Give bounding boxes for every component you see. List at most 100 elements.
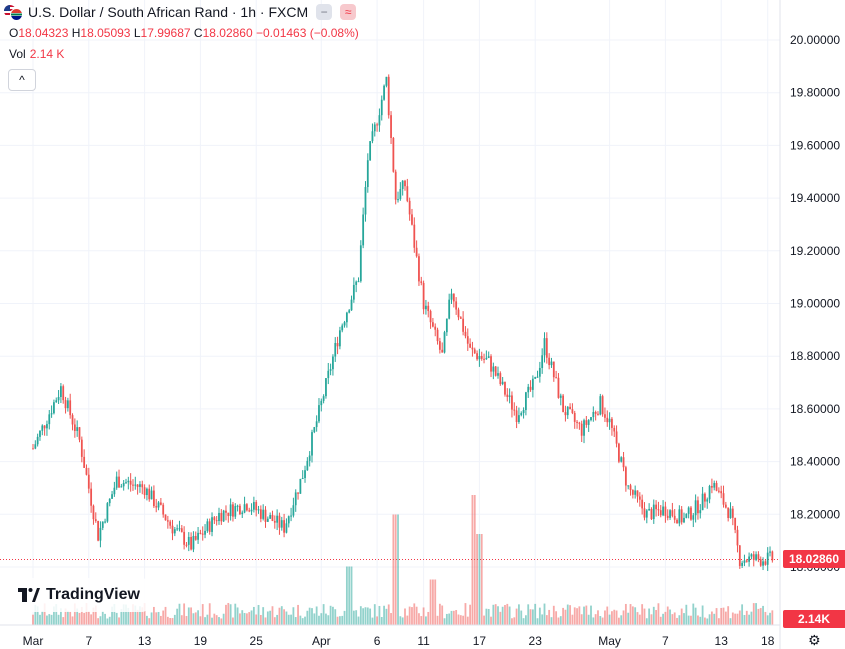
candle-body <box>462 318 465 332</box>
candle-body <box>171 525 174 534</box>
volume-bar <box>527 604 530 625</box>
volume-bar <box>443 618 446 625</box>
candle-body <box>622 457 625 468</box>
volume-bar <box>592 617 595 625</box>
volume-bar <box>606 606 609 625</box>
volume-bar <box>259 614 262 625</box>
candle-body <box>497 373 499 376</box>
volume-bar <box>404 608 406 625</box>
candle-body <box>536 376 539 378</box>
candle-body <box>527 386 530 393</box>
candle-body <box>264 509 267 522</box>
volume-bar <box>711 611 713 625</box>
volume-bar <box>83 612 86 625</box>
price-axis[interactable]: 20.00000 19.80000 19.60000 19.40000 19.20000… <box>790 33 840 574</box>
candle-body <box>420 281 423 283</box>
candle-body <box>246 504 248 511</box>
volume-bar <box>420 616 423 625</box>
volume-bar <box>585 605 588 625</box>
candle-body <box>459 317 462 319</box>
candle-body <box>336 342 339 347</box>
candle-body <box>494 366 497 376</box>
volume-bar <box>555 611 558 625</box>
volume-bar <box>459 615 462 625</box>
volume-bar <box>222 613 225 625</box>
candle-body <box>364 187 367 215</box>
symbol-title[interactable]: U.S. Dollar / South African Rand · 1h · … <box>28 4 309 20</box>
volume-bar <box>406 615 409 625</box>
candle-body <box>350 299 353 311</box>
time-tick-label: 7 <box>85 634 92 648</box>
candle-body <box>692 515 695 520</box>
settings-gear-icon[interactable]: ⚙ <box>808 632 821 648</box>
volume-bar <box>357 616 360 625</box>
volume-bar <box>715 608 718 625</box>
volume-bar <box>62 617 65 625</box>
ohlc-readout: O18.04323 H18.05093 L17.99687 C18.02860 … <box>9 26 359 40</box>
candle-body <box>313 427 316 433</box>
candle-body <box>408 200 411 215</box>
collapse-legend-button[interactable]: ^ <box>8 69 36 91</box>
volume-bar <box>513 617 516 625</box>
candle-body <box>722 493 725 505</box>
volume-bar <box>80 606 83 625</box>
time-axis[interactable]: Mar 7 13 19 25 Apr 6 11 17 23 May 7 13 18 <box>0 0 781 649</box>
volume-bar <box>518 604 520 625</box>
candle-body <box>327 370 330 379</box>
candle-body <box>99 527 102 541</box>
volume-bar <box>611 611 613 625</box>
candle-body <box>252 502 255 510</box>
minus-icon[interactable]: − <box>316 4 333 20</box>
candle-body <box>278 515 281 528</box>
candle-body <box>378 115 381 126</box>
volume-bar <box>643 608 646 625</box>
volume-bar <box>90 614 93 625</box>
volume-bar <box>680 608 683 625</box>
candle-body <box>520 413 523 416</box>
volume-bar <box>717 618 720 625</box>
wave-icon[interactable]: ≈ <box>340 4 357 20</box>
candle-body <box>269 515 272 519</box>
candle-body <box>478 355 481 360</box>
candle-body <box>129 480 132 485</box>
candle-body <box>239 505 241 515</box>
candle-body <box>680 509 683 523</box>
candle-body <box>455 301 458 310</box>
volume-bar <box>366 607 369 625</box>
volume-bar <box>64 608 67 625</box>
volume-bar <box>97 618 99 625</box>
volume-bar <box>371 617 374 625</box>
candle-body <box>146 488 148 496</box>
volume-bar <box>685 604 688 625</box>
tradingview-logo[interactable]: TradingView <box>10 578 148 612</box>
candle-body <box>62 386 65 401</box>
candle-body <box>543 338 546 356</box>
candle-body <box>199 532 202 534</box>
volume-bar <box>722 607 725 625</box>
volume-bar <box>613 609 616 625</box>
volume-bar <box>508 606 511 625</box>
candle-body <box>194 535 197 540</box>
volume-bar <box>550 617 553 625</box>
candle-body <box>513 409 516 411</box>
candle-body <box>762 561 764 566</box>
volume-bar <box>352 610 355 625</box>
candle-body <box>387 76 390 116</box>
volume-bar <box>429 579 432 625</box>
volume-bar <box>227 602 230 625</box>
volume-bar <box>666 606 669 625</box>
candle-body <box>250 509 253 512</box>
candle-body <box>155 506 158 508</box>
volume-bar <box>376 616 378 625</box>
volume-bars <box>32 495 774 625</box>
candle-body <box>629 485 632 491</box>
candle-body <box>241 512 244 515</box>
volume-bar <box>73 603 76 625</box>
candle-body <box>515 410 518 422</box>
candle-body <box>738 545 741 566</box>
volume-bar <box>150 612 153 625</box>
candle-body <box>476 353 478 360</box>
volume-bar <box>641 604 644 625</box>
candle-body <box>383 85 385 100</box>
